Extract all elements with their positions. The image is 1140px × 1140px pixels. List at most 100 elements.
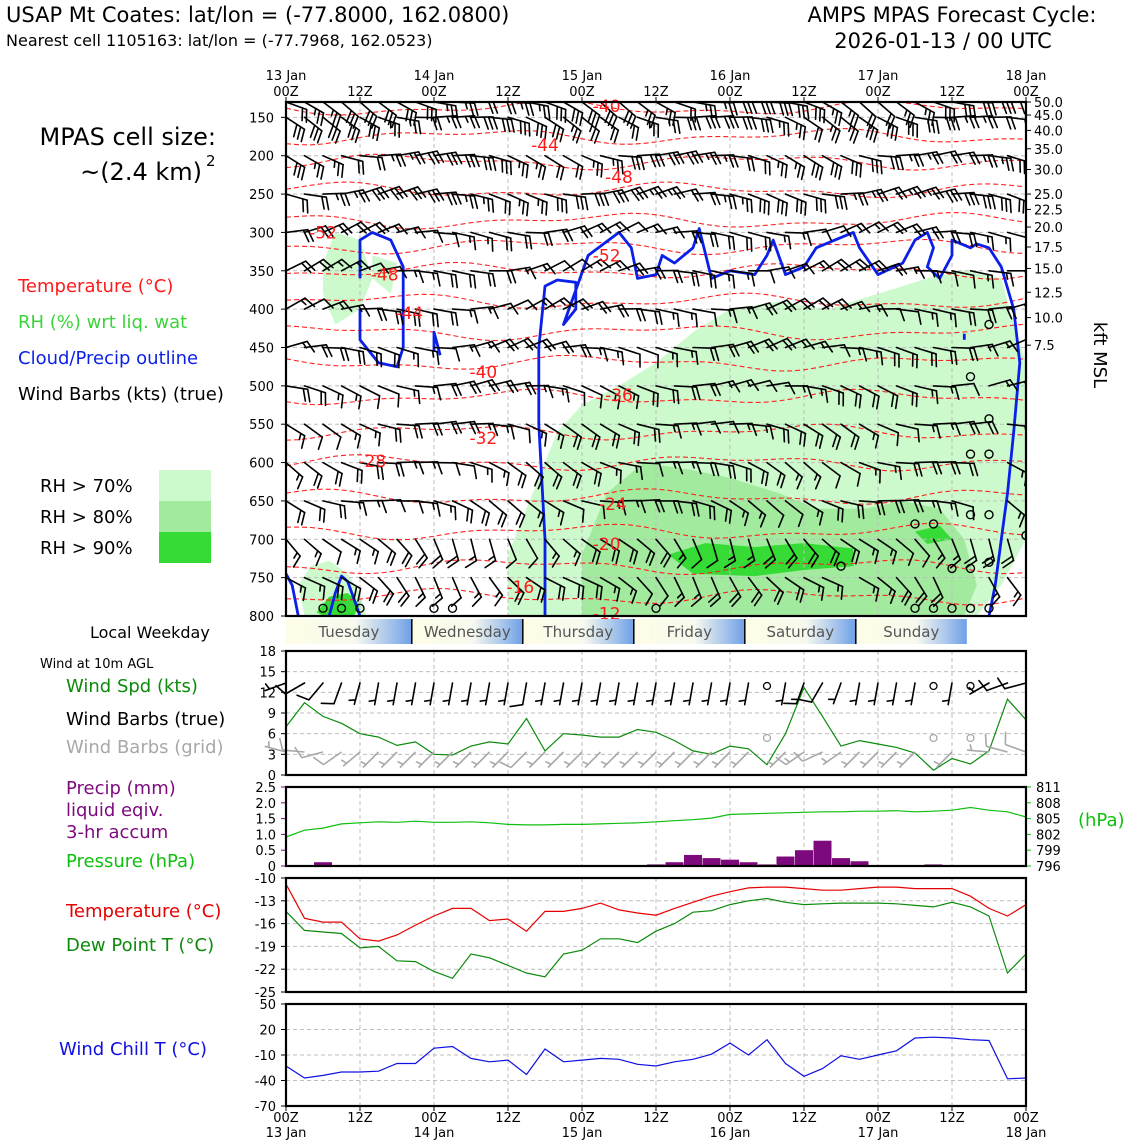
- isotherm-label: -48: [605, 168, 633, 188]
- cloud-outline-segment: [327, 574, 362, 616]
- wind-barb: [470, 154, 497, 172]
- rh-legend: RH > 70% RH > 80% RH > 90%: [40, 470, 211, 563]
- wind-barb: [636, 498, 665, 513]
- wind-barb: [803, 423, 824, 449]
- wind-barb: [581, 576, 603, 601]
- bottom-date-label: 13 Jan: [266, 1126, 307, 1140]
- wind-barb: [877, 186, 908, 200]
- wind-barb: [340, 385, 362, 410]
- wind-barb: [636, 538, 656, 567]
- wind-barb: [895, 346, 918, 369]
- wind-barb: [599, 576, 621, 602]
- wind-barb: [322, 222, 353, 236]
- wind-barb: [451, 461, 478, 480]
- wind-barb: [803, 461, 822, 490]
- wind-barb-true: [534, 682, 546, 706]
- wind-barb: [340, 461, 363, 484]
- wind-barb: [303, 154, 325, 180]
- wind-barb: [414, 538, 428, 569]
- wind-barb: [286, 576, 307, 602]
- wind-barb: [488, 379, 519, 394]
- wind-barb: [618, 346, 641, 368]
- wind-barb: [729, 154, 756, 172]
- wind-barb: [359, 221, 390, 235]
- wind-barb: [673, 188, 704, 202]
- calm-marker: [947, 563, 957, 574]
- wind-barb: [673, 308, 698, 328]
- wind-barb-grid: [821, 751, 842, 766]
- precip-legend: Precip (mm)liquid eqiv.3-hr accum Pressur…: [66, 778, 195, 872]
- wind-barb: [303, 344, 333, 358]
- wind-barb: [932, 150, 963, 164]
- wind-barb-grid: [360, 751, 380, 769]
- panel-y-tick: 0: [268, 860, 276, 875]
- wind-barb-true: [497, 682, 509, 706]
- wind-barb-true: [904, 682, 916, 706]
- wind-barb: [322, 116, 341, 144]
- calm-marker: [336, 603, 347, 614]
- wind-barb: [877, 461, 903, 481]
- isotherm-label: -52: [309, 223, 337, 243]
- weekday-band: [522, 619, 634, 644]
- wind-barb: [988, 102, 1017, 115]
- wind-barb: [581, 500, 606, 520]
- wind-barb: [377, 423, 402, 443]
- wind-barb: [488, 302, 519, 315]
- weekday-name: Thursday: [542, 623, 613, 641]
- wind-barb: [544, 423, 565, 449]
- wind-barb: [303, 423, 324, 450]
- isotherm-line: [286, 388, 1026, 406]
- top-hour-label: 00Z: [569, 85, 595, 100]
- main-legend-entry: Temperature (°C): [17, 276, 173, 297]
- wind-barb: [692, 500, 716, 521]
- calm-marker: [928, 519, 939, 529]
- wind-barb: [562, 102, 584, 127]
- wind-barb: [692, 151, 722, 165]
- wind-barb: [766, 576, 784, 605]
- pressure-tick-label: 808: [1036, 797, 1061, 812]
- wind-barb: [673, 538, 687, 569]
- wind-barb: [858, 385, 880, 410]
- bottom-hour-label: 00Z: [1013, 1111, 1039, 1126]
- wind-barb: [655, 385, 680, 405]
- calm-marker: [947, 603, 957, 614]
- isotherm-line: [286, 211, 1026, 230]
- wind-barb: [784, 538, 798, 569]
- kft-tick-label: 10.0: [1034, 312, 1063, 327]
- wind-barb: [525, 116, 548, 140]
- panel-y-tick: 9: [268, 707, 276, 722]
- bottom-date-label: 14 Jan: [414, 1126, 455, 1140]
- pressure-tick-label: 802: [1036, 828, 1061, 843]
- wind-barb: [840, 300, 871, 313]
- weekday-name: Friday: [667, 623, 713, 641]
- calm-marker: [965, 603, 976, 614]
- wind-barb: [821, 102, 843, 127]
- wind-barb: [599, 221, 630, 234]
- calm-marker: [984, 603, 994, 614]
- wind-barb: [951, 461, 979, 477]
- wind-barb-grid: [340, 751, 361, 767]
- top-hour-label: 00Z: [717, 85, 743, 100]
- pressure-line: [285, 806, 1027, 838]
- wind-barb: [451, 380, 482, 394]
- rh90-region-b: [316, 593, 360, 616]
- bottom-hour-label: 00Z: [421, 1111, 447, 1126]
- wind-barb: [803, 385, 829, 404]
- wind-barb: [562, 385, 586, 407]
- wind-barb: [507, 154, 529, 179]
- wind-barb: [858, 461, 881, 484]
- bottom-date-label: 17 Jan: [858, 1126, 899, 1140]
- wind-barb: [858, 116, 879, 143]
- wind-barb-grid: [278, 737, 305, 753]
- wind-barb: [377, 576, 395, 606]
- wind-barb: [636, 576, 654, 606]
- wind-barb: [507, 500, 526, 528]
- calm-marker: [1021, 530, 1026, 541]
- wind-barb: [340, 189, 371, 203]
- wind-barb: [710, 193, 737, 210]
- wind-barb-true: [941, 682, 953, 706]
- isotherm-line: [286, 354, 1026, 372]
- wind-barb: [359, 154, 386, 171]
- wind-barb: [743, 538, 756, 569]
- wind-barb: [377, 498, 406, 513]
